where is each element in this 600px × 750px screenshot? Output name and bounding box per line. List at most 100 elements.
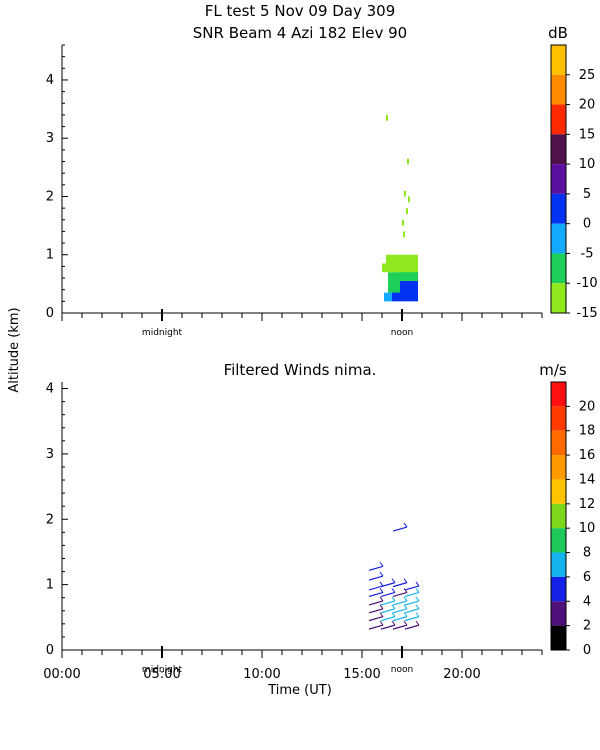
colorbar-band: [551, 503, 566, 529]
snr-cell: [386, 254, 418, 273]
colorbar-tick-label: 0: [583, 217, 591, 232]
wind-barb: [380, 600, 396, 606]
wind-barb-flag: [415, 612, 420, 617]
colorbar-tick-label: 10: [579, 157, 596, 172]
y-tick-label: 2: [46, 512, 54, 527]
wind-barb-flag: [415, 588, 420, 593]
wind-barb-flag: [415, 620, 420, 626]
wind-barb: [368, 575, 384, 581]
wind-barb: [404, 616, 420, 622]
snr-cell: [386, 114, 388, 121]
colorbar-tick-label: -10: [576, 276, 597, 291]
colorbar-tick-label: 15: [579, 127, 596, 142]
y-tick-label: 0: [46, 306, 54, 321]
wind-barb: [368, 616, 384, 622]
x-tick-label: 20:00: [443, 667, 480, 682]
snr-colorbar-unit: dB: [548, 24, 568, 42]
day-marker-label: noon: [391, 328, 413, 338]
wind-barb-flag: [391, 604, 396, 610]
wind-barb-flag: [403, 604, 408, 610]
colorbar-band: [551, 552, 566, 577]
wind-barb: [392, 624, 408, 630]
colorbar-band: [551, 74, 566, 105]
wind-barb: [380, 591, 396, 598]
colorbar-band: [551, 134, 566, 165]
snr-cell: [384, 292, 392, 302]
y-tick-label: 1: [46, 578, 54, 593]
wind-barb-flag: [391, 588, 396, 593]
wind-barb: [404, 600, 420, 606]
colorbar-band: [551, 601, 566, 626]
wind-barb: [368, 624, 384, 630]
figure-title: FL test 5 Nov 09 Day 309: [205, 2, 396, 20]
wind-barb: [404, 624, 420, 630]
snr-cell: [406, 208, 408, 214]
wind-barb: [392, 526, 408, 532]
y-tick-label: 1: [46, 248, 54, 263]
colorbar-band: [551, 382, 566, 407]
snr-cell: [402, 219, 404, 226]
wind-barb-flag: [379, 588, 384, 593]
wind-barb-flag: [403, 620, 408, 626]
colorbar-tick-label: 10: [579, 521, 596, 536]
colorbar-frame: [550, 381, 567, 651]
wind-barb-flag: [379, 612, 384, 617]
colorbar-tick-label: 8: [583, 546, 591, 561]
colorbar-band: [551, 528, 566, 553]
wind-barb-flag: [391, 620, 396, 626]
wind-barb: [368, 585, 384, 591]
x-tick-label: 05:00: [143, 667, 180, 682]
colorbar-band: [551, 45, 566, 75]
colorbar-band: [551, 479, 566, 504]
wind-barb: [380, 616, 396, 622]
x-tick-label: 10:00: [243, 667, 280, 682]
y-axis-label: Altitude (km): [7, 307, 22, 392]
wind-barb-flag: [403, 578, 408, 583]
colorbar-band: [551, 576, 566, 602]
wind-barb-flag: [403, 596, 408, 602]
colorbar-tick-label: 6: [583, 570, 591, 585]
wind-barb: [404, 585, 420, 591]
wind-barb: [380, 624, 396, 630]
colorbar-tick-label: 14: [579, 472, 596, 487]
colorbar-tick-label: 12: [579, 497, 596, 512]
wind-barb: [368, 600, 384, 606]
y-tick-label: 3: [46, 131, 54, 146]
day-marker-label: midnight: [142, 328, 183, 338]
y-tick-label: 0: [46, 643, 54, 658]
colorbar-band: [551, 223, 566, 254]
colorbar-band: [551, 625, 566, 650]
wind-barb-flag: [379, 581, 384, 587]
wind-barb: [392, 582, 408, 588]
winds-panel-title: Filtered Winds nima.: [224, 361, 377, 379]
colorbar-tick-label: 16: [579, 448, 596, 463]
wind-barb-flag: [415, 604, 420, 610]
colorbar-tick-label: 20: [579, 399, 596, 414]
x-tick-label: 00:00: [43, 667, 80, 682]
colorbar-tick-label: 18: [579, 424, 596, 439]
colorbar-band: [551, 406, 566, 431]
wind-colorbar-unit: m/s: [539, 361, 567, 379]
wind-barb-flag: [391, 578, 396, 583]
colorbar-tick-label: 0: [583, 643, 591, 658]
wind-barb: [368, 608, 384, 614]
colorbar-tick-label: 20: [579, 98, 596, 113]
colorbar-band: [551, 253, 566, 284]
colorbar-tick-label: 2: [583, 619, 591, 634]
wind-barb-flag: [415, 596, 420, 602]
wind-barb: [392, 608, 408, 614]
y-tick-label: 4: [46, 382, 54, 397]
snr-cell: [407, 158, 409, 165]
y-tick-label: 3: [46, 447, 54, 462]
wind-barb-flag: [379, 596, 384, 602]
wind-barb-flag: [403, 588, 408, 593]
snr-panel-title: SNR Beam 4 Azi 182 Elev 90: [193, 24, 407, 42]
wind-barb: [404, 591, 420, 598]
wind-barb-flag: [391, 596, 396, 602]
wind-barb-flag: [379, 571, 384, 577]
colorbar-band: [551, 430, 566, 456]
wind-barb-flag: [415, 581, 420, 587]
colorbar-tick-label: 5: [583, 187, 591, 202]
wind-barb: [380, 582, 396, 588]
